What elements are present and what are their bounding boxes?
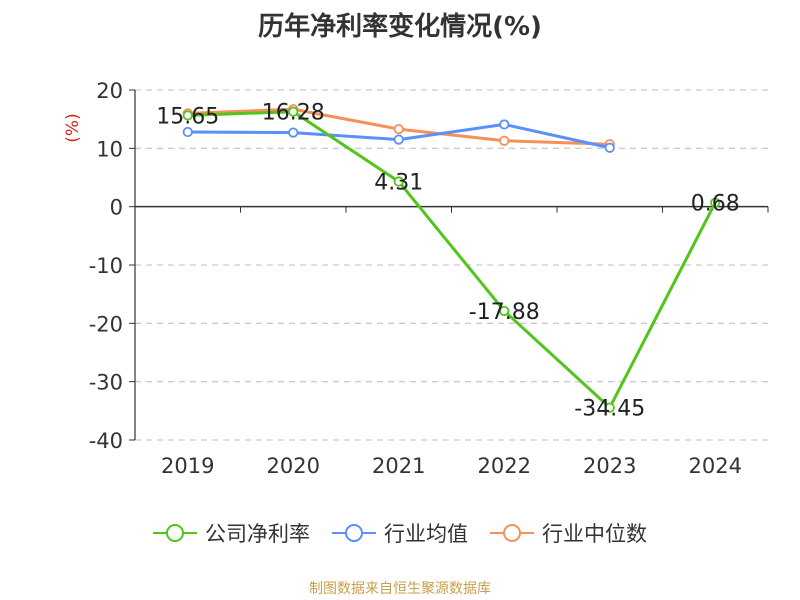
data-label: -34.45 bbox=[574, 397, 645, 422]
series-point bbox=[393, 176, 404, 187]
legend-item-net-margin[interactable]: 公司净利率 bbox=[153, 518, 310, 548]
series-point bbox=[288, 106, 299, 117]
x-tick-label: 2020 bbox=[267, 454, 320, 478]
data-label: 4.31 bbox=[374, 171, 423, 196]
data-label: 15.65 bbox=[156, 104, 219, 129]
x-tick-label: 2023 bbox=[583, 454, 636, 478]
legend-label-net-margin: 公司净利率 bbox=[205, 522, 310, 546]
legend-swatch-industry-median-icon bbox=[490, 524, 534, 542]
series-point bbox=[499, 119, 510, 130]
y-tick-label: 10 bbox=[96, 137, 123, 161]
chart-title: 历年净利率变化情况(%) bbox=[258, 12, 542, 42]
data-label: -17.88 bbox=[469, 300, 540, 325]
series-point bbox=[393, 123, 404, 135]
y-tick-label: -40 bbox=[89, 429, 123, 453]
x-tick-label: 2024 bbox=[689, 454, 742, 478]
x-tick-label: 2022 bbox=[478, 454, 531, 478]
chart-legend: 公司净利率 行业均值 行业中位数 bbox=[0, 518, 800, 548]
series-point bbox=[604, 402, 615, 413]
series-point bbox=[288, 127, 299, 138]
legend-label-industry-average: 行业均值 bbox=[384, 522, 468, 546]
series-point bbox=[182, 110, 193, 121]
y-tick-label: -20 bbox=[89, 312, 123, 336]
legend-label-industry-median: 行业中位数 bbox=[542, 522, 647, 546]
data-label: 0.68 bbox=[691, 192, 740, 217]
series-point bbox=[604, 142, 615, 153]
y-tick-label: 0 bbox=[110, 196, 123, 220]
x-tick-label: 2021 bbox=[372, 454, 425, 478]
legend-item-industry-average[interactable]: 行业均值 bbox=[332, 518, 468, 548]
y-axis-label: (%) bbox=[63, 113, 83, 142]
series-point bbox=[499, 305, 510, 317]
y-tick-label: 20 bbox=[96, 79, 123, 103]
legend-swatch-industry-average-icon bbox=[332, 524, 376, 542]
data-source-note: 制图数据来自恒生聚源数据库 bbox=[309, 581, 491, 597]
y-tick-label: -30 bbox=[89, 371, 123, 395]
series-point bbox=[710, 197, 721, 208]
legend-item-industry-median[interactable]: 行业中位数 bbox=[490, 518, 647, 548]
x-tick-label: 2019 bbox=[161, 454, 214, 478]
legend-swatch-net-margin-icon bbox=[153, 524, 197, 542]
y-tick-label: -10 bbox=[89, 254, 123, 278]
data-label: 16.28 bbox=[262, 101, 325, 126]
series-line bbox=[187, 110, 717, 410]
series-point bbox=[182, 126, 193, 138]
series-point bbox=[499, 135, 510, 146]
series-point bbox=[393, 134, 404, 145]
